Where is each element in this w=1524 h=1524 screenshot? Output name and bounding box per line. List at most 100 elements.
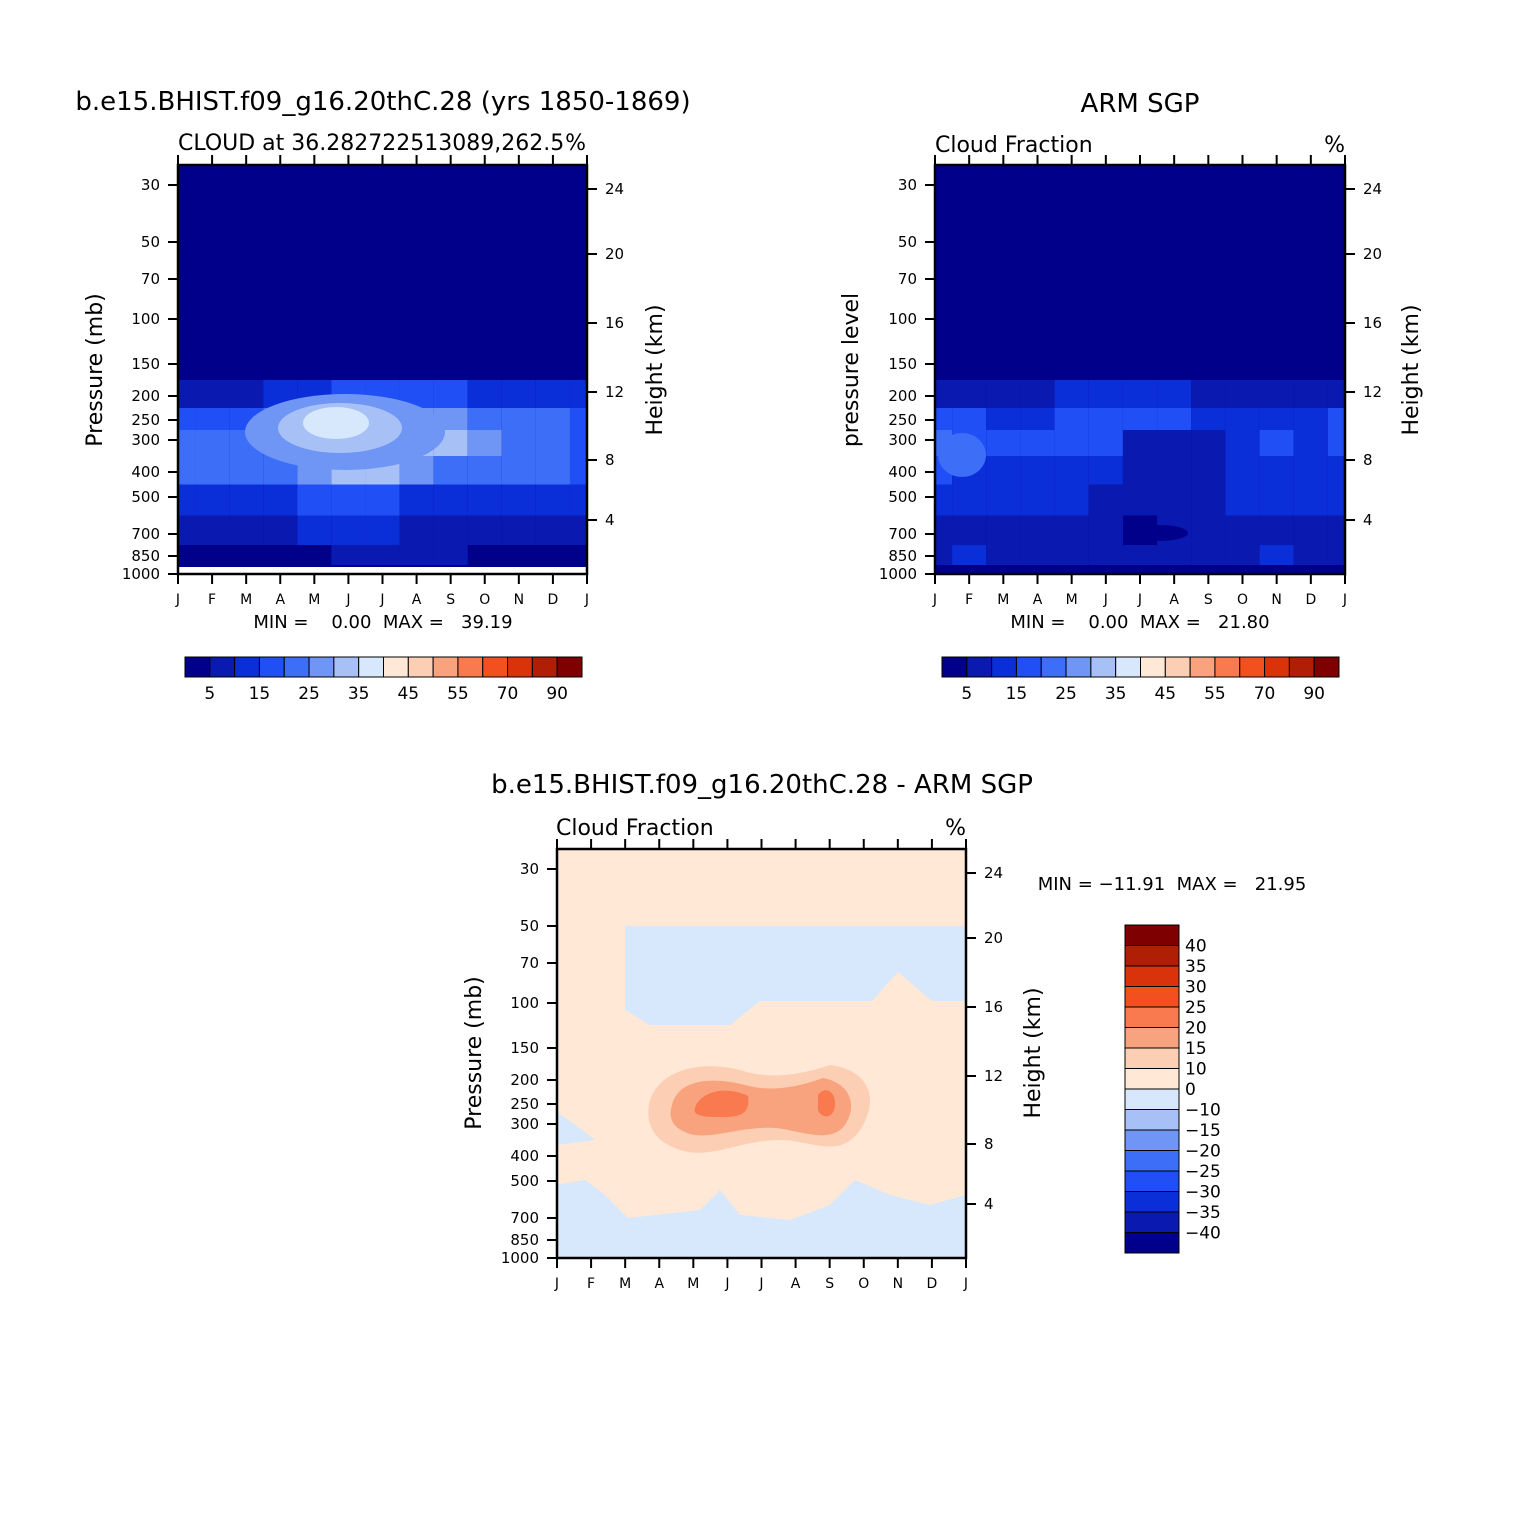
obs-month-label: M	[997, 592, 1009, 608]
model-field-cell	[535, 515, 570, 545]
model-field-cell	[467, 484, 502, 516]
model-month-label: A	[412, 592, 422, 608]
diff-negative-lower	[557, 1180, 966, 1258]
model-colorbar-label: 5	[204, 684, 215, 704]
diff-pressure-label: 400	[510, 1147, 539, 1165]
panel-obs-ylabel-right: Height (km)	[1399, 304, 1424, 435]
diff-height-label: 24	[984, 864, 1003, 882]
panel-model-plot: J F M A M J J A S O N D J 30 50 70 100 150 200 250 300 400 500…	[122, 155, 624, 608]
diff-colorbar-label: −30	[1185, 1183, 1221, 1203]
obs-month-label: J	[1342, 592, 1347, 608]
model-height-label: 20	[605, 245, 624, 263]
obs-colorbar-label: 70	[1254, 684, 1276, 704]
obs-field-cell	[952, 408, 987, 430]
diff-colorbar-label: 35	[1185, 957, 1207, 977]
model-height-label: 16	[605, 314, 624, 332]
model-month-label: J	[345, 592, 350, 608]
obs-field-cell	[952, 380, 987, 408]
model-colorbar-box	[407, 656, 434, 678]
obs-field-cell	[1225, 484, 1260, 516]
diff-pressure-label: 150	[510, 1039, 539, 1057]
model-colorbar-box	[234, 656, 260, 678]
panel-obs-units: %	[1324, 133, 1345, 158]
obs-field-cell	[1122, 456, 1158, 485]
model-field-cell	[297, 515, 332, 545]
model-colorbar-box	[432, 656, 459, 678]
obs-field-cell	[1088, 430, 1123, 456]
panel-diff-subtitle: Cloud Fraction	[556, 816, 714, 841]
panel-obs-subtitle: Cloud Fraction	[935, 133, 1093, 158]
obs-field-cell	[1191, 456, 1226, 485]
model-field-cell	[365, 515, 400, 545]
obs-field-cell	[1259, 456, 1294, 485]
obs-pressure-label: 500	[888, 488, 917, 506]
model-field-cell	[433, 515, 468, 545]
model-field-cell	[399, 484, 434, 516]
model-field-cell	[195, 515, 230, 545]
model-field-cell	[535, 430, 570, 456]
obs-field-cell	[1157, 408, 1192, 430]
model-colorbar-box	[531, 656, 558, 678]
model-field-cell	[433, 456, 468, 485]
obs-field-cell	[986, 430, 1021, 456]
model-field-cell	[178, 380, 196, 408]
diff-month-label: D	[927, 1276, 938, 1292]
obs-field-cell	[1054, 515, 1089, 545]
diff-pressure-label: 500	[510, 1172, 539, 1190]
model-month-label: S	[446, 592, 455, 608]
diff-field-base	[557, 849, 966, 1258]
obs-field-cell	[1259, 484, 1294, 516]
model-field-cell	[501, 408, 536, 430]
obs-field-cell	[935, 484, 953, 516]
model-field-cell	[229, 484, 264, 516]
obs-colorbar-box	[991, 656, 1017, 678]
model-field-cell	[331, 545, 366, 565]
obs-height-label: 12	[1363, 383, 1382, 401]
model-field-cell	[569, 456, 587, 485]
obs-field-cell	[1020, 515, 1055, 545]
model-colorbar-label: 45	[397, 684, 419, 704]
diff-month-label: M	[619, 1276, 631, 1292]
panel-model-title: b.e15.BHIST.f09_g16.20thC.28 (yrs 1850-1…	[75, 87, 690, 117]
panel-model-ylabel: Pressure (mb)	[83, 293, 108, 447]
model-field-cell	[501, 515, 536, 545]
obs-colorbar-label: 25	[1055, 684, 1077, 704]
panel-diff-minmax: MIN = −11.91 MAX = 21.95	[1038, 874, 1307, 895]
model-colorbar-label: 55	[447, 684, 469, 704]
panel-model-units: %	[565, 131, 586, 156]
diff-colorbar-label: 15	[1185, 1039, 1207, 1059]
model-field-cell	[501, 484, 536, 516]
obs-field-cell	[1225, 408, 1260, 430]
diff-colorbar-label: 30	[1185, 978, 1207, 998]
model-pressure-label: 400	[131, 463, 160, 481]
model-pressure-label: 100	[131, 310, 160, 328]
model-pressure-label: 850	[131, 547, 160, 565]
obs-colorbar-box	[941, 656, 968, 678]
diff-colorbar-label: −20	[1185, 1142, 1221, 1162]
obs-field-cell	[1225, 456, 1260, 485]
obs-field-cell	[1293, 408, 1328, 430]
model-pressure-label: 700	[131, 525, 160, 543]
obs-field-cell	[1259, 515, 1294, 545]
model-colorbar-box	[507, 656, 533, 678]
diff-colorbar-box	[1124, 1232, 1180, 1254]
obs-colorbar-box	[966, 656, 993, 678]
model-field-cell	[467, 456, 502, 485]
diff-month-label: A	[654, 1276, 664, 1292]
obs-field-cell	[1088, 380, 1123, 408]
obs-field-cell	[1020, 380, 1055, 408]
obs-colorbar-box	[1239, 656, 1266, 678]
model-field-cell	[501, 430, 536, 456]
obs-colorbar-box	[1288, 656, 1315, 678]
obs-field-cell	[1054, 545, 1089, 565]
model-colorbar-label: 90	[546, 684, 568, 704]
model-field-cell	[569, 515, 587, 545]
obs-field-cell	[1191, 380, 1226, 408]
obs-field-cell	[1293, 380, 1328, 408]
model-field-cell	[229, 515, 264, 545]
diff-colorbar-label: 20	[1185, 1019, 1207, 1039]
model-colorbar-box	[308, 656, 335, 678]
obs-field-cell	[1293, 430, 1328, 456]
model-field-cell	[569, 430, 587, 456]
